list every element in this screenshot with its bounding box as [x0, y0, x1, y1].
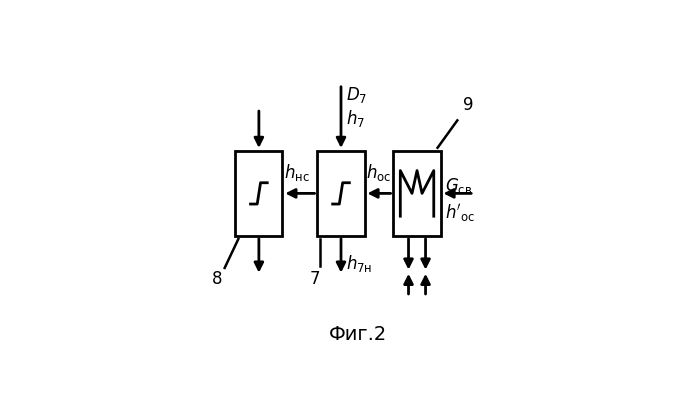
Text: $h_{\rm 7н}$: $h_{\rm 7н}$: [346, 253, 372, 274]
Bar: [235, 151, 283, 236]
Text: $h_7$: $h_7$: [346, 108, 364, 130]
Bar: [394, 151, 440, 236]
Bar: [318, 151, 364, 236]
Text: $D_7$: $D_7$: [346, 85, 367, 105]
Text: $G_{\rm св}$: $G_{\rm св}$: [445, 176, 473, 196]
Text: Фиг.2: Фиг.2: [329, 325, 387, 344]
Text: 7: 7: [309, 269, 320, 288]
Text: 9: 9: [463, 96, 473, 114]
Text: 8: 8: [211, 269, 222, 288]
Text: $h_{\rm нс}$: $h_{\rm нс}$: [284, 162, 310, 183]
Text: $h_{\rm ос}$: $h_{\rm ос}$: [366, 162, 392, 183]
Text: $h'_{\rm ос}$: $h'_{\rm ос}$: [445, 202, 476, 224]
